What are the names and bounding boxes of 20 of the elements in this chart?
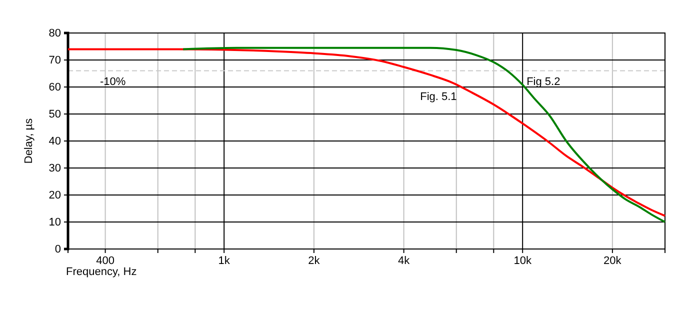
y-tick-label: 30 (48, 162, 61, 175)
x-axis-title: Frequency, Hz (66, 266, 137, 278)
y-tick-label: 50 (48, 108, 61, 121)
x-tick-label: 400 (96, 254, 114, 267)
y-tick-label: 40 (48, 136, 61, 148)
x-tick-label: 20k (604, 254, 622, 267)
series-label: Fig 5.2 (526, 76, 560, 88)
y-axis-title: Delay, µs (23, 118, 35, 164)
x-tick-label: 2k (308, 254, 320, 267)
y-tick-label: 20 (48, 190, 61, 202)
y-tick-label: 70 (48, 54, 61, 67)
x-tick-label: 4k (398, 254, 410, 267)
x-tick-label: 1k (218, 254, 230, 267)
annotation: -10% (100, 76, 126, 88)
x-tick-label: 10k (514, 254, 532, 267)
y-tick-label: 0 (54, 244, 61, 256)
y-tick-label: 10 (48, 216, 61, 229)
y-tick-label: 60 (48, 82, 61, 94)
series-label: Fig. 5.1 (420, 90, 457, 103)
y-tick-label: 80 (48, 28, 61, 40)
